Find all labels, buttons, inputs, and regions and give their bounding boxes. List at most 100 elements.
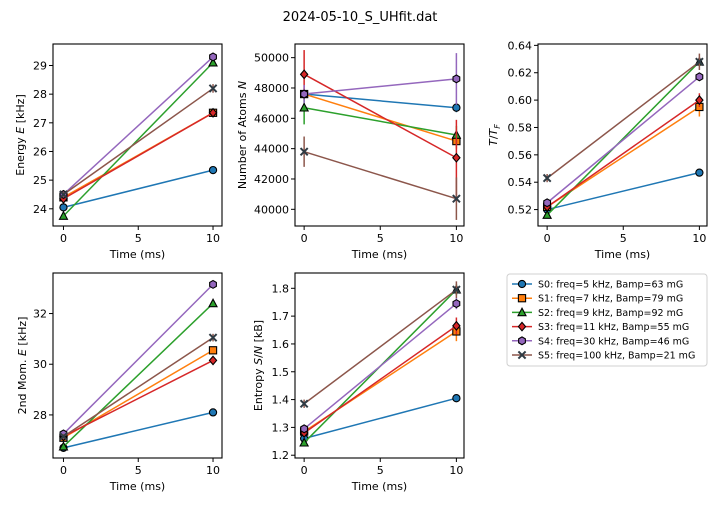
series-2 <box>299 284 462 447</box>
legend-item: S1: freq=7 kHz, Bamp=79 mG <box>512 294 683 305</box>
series-line <box>62 302 214 448</box>
legend-item: S5: freq=100 kHz, Bamp=21 mG <box>512 351 695 362</box>
y-tick-label: 1.7 <box>272 310 290 323</box>
data-point <box>208 355 218 366</box>
series-2 <box>58 298 218 451</box>
legend-marker <box>518 336 526 346</box>
y-tick-label: 32 <box>33 308 47 321</box>
data-point <box>208 298 218 308</box>
series-line <box>303 93 457 142</box>
y-tick-label: 0.62 <box>508 67 533 80</box>
plot-frame <box>294 43 465 227</box>
data-point <box>543 198 552 208</box>
series-line <box>62 56 214 196</box>
plot-frame <box>52 272 223 459</box>
x-tick-label: 0 <box>301 464 308 477</box>
y-tick-label: 0.60 <box>508 94 533 107</box>
series-line <box>63 411 214 449</box>
data-point <box>208 57 218 67</box>
y-axis-label: T/TF <box>487 124 502 146</box>
series-line <box>303 325 457 434</box>
data-point <box>208 165 218 175</box>
y-tick-label: 1.5 <box>272 366 290 379</box>
series-line <box>546 61 700 179</box>
y-tick-label: 50000 <box>254 52 289 65</box>
panel-3: 0 5 10 28 30 32 Time (ms) 2nd Mom. E [kHz] <box>16 272 223 493</box>
series-5 <box>59 333 218 441</box>
y-tick-label: 30 <box>33 358 47 371</box>
series-4 <box>59 279 217 439</box>
series-4 <box>300 53 461 105</box>
panel-1: 0 5 10 40000 42000 44000 46000 48000 50000 Time (… <box>236 43 465 261</box>
series-line <box>303 289 457 405</box>
legend-label: S1: freq=7 kHz, Bamp=79 mG <box>538 294 683 305</box>
data-point <box>59 432 68 441</box>
data-point <box>208 346 218 355</box>
y-tick-label: 1.4 <box>272 394 290 407</box>
x-tick-label: 0 <box>60 232 67 245</box>
data-point <box>58 210 69 220</box>
data-point <box>695 168 704 177</box>
data-point <box>208 107 218 118</box>
series-4 <box>300 298 461 434</box>
series-5 <box>542 53 704 183</box>
series-0 <box>542 168 704 214</box>
y-tick-label: 28 <box>33 409 47 422</box>
y-axis-label: Entropy S/N [kB] <box>252 320 265 411</box>
series-line <box>62 283 214 435</box>
legend-item: S4: freq=30 kHz, Bamp=46 mG <box>512 336 689 347</box>
y-tick-label: 1.3 <box>272 421 290 434</box>
series-line <box>546 61 700 216</box>
data-point <box>452 103 461 112</box>
y-tick-label: 25 <box>33 174 47 187</box>
series-line <box>546 76 700 204</box>
series-line <box>304 93 457 109</box>
data-point <box>208 408 218 417</box>
panel-2: 0 5 10 0.52 0.54 0.56 0.58 0.60 0.62 0.64 Time (ms… <box>487 39 708 261</box>
series-0 <box>59 165 218 212</box>
figure-title: 2024-05-10_S_UHfit.dat <box>283 10 438 25</box>
series-line <box>303 73 457 159</box>
series-2 <box>58 57 218 220</box>
legend-label: S3: freq=11 kHz, Bamp=55 mG <box>538 322 689 333</box>
data-point <box>58 441 69 451</box>
legend-item: S0: freq=5 kHz, Bamp=63 mG <box>512 280 683 291</box>
data-point <box>695 72 704 82</box>
x-tick-label: 0 <box>544 232 551 245</box>
x-axis-label: Time (ms) <box>109 248 165 261</box>
series-2 <box>542 56 705 219</box>
x-tick-label: 10 <box>206 464 220 477</box>
series-line <box>63 169 214 209</box>
legend-marker <box>517 307 527 317</box>
x-tick-label: 10 <box>692 232 706 245</box>
y-axis-label: Number of Atoms N <box>236 81 249 189</box>
series-5 <box>299 136 461 220</box>
legend-frame <box>506 273 708 367</box>
series-4 <box>543 72 704 208</box>
data-point <box>59 203 68 212</box>
y-tick-label: 28 <box>33 88 47 101</box>
y-tick-label: 42000 <box>254 173 289 186</box>
x-axis-label: Time (ms) <box>109 480 165 493</box>
plot-frame <box>537 43 708 227</box>
series-0 <box>59 408 218 453</box>
y-tick-label: 27 <box>33 117 47 130</box>
series-line <box>304 106 457 136</box>
data-point <box>299 399 309 409</box>
y-tick-label: 1.8 <box>272 282 290 295</box>
x-tick-label: 10 <box>206 232 220 245</box>
data-point <box>300 424 309 434</box>
data-point <box>695 57 704 67</box>
legend-item: S2: freq=9 kHz, Bamp=92 mG <box>512 307 683 319</box>
y-tick-label: 24 <box>33 203 47 216</box>
data-point <box>542 173 552 183</box>
data-point <box>452 394 461 403</box>
series-3 <box>299 317 461 439</box>
data-point <box>452 299 461 309</box>
y-tick-label: 48000 <box>254 82 289 95</box>
y-tick-label: 0.56 <box>508 149 533 162</box>
series-line <box>303 303 457 430</box>
y-tick-label: 1.2 <box>272 449 290 462</box>
data-point <box>208 333 218 342</box>
